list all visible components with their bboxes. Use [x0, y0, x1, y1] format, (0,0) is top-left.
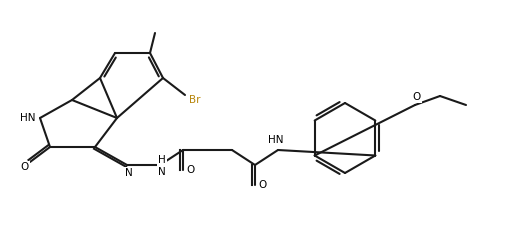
Text: HN: HN [268, 135, 284, 145]
Text: N: N [125, 168, 133, 178]
Text: O: O [187, 165, 195, 175]
Text: Br: Br [189, 95, 201, 105]
Text: HN: HN [20, 113, 36, 123]
Text: O: O [21, 162, 29, 172]
Text: H
N: H N [158, 155, 166, 177]
Text: O: O [259, 180, 267, 190]
Text: O: O [413, 92, 421, 102]
